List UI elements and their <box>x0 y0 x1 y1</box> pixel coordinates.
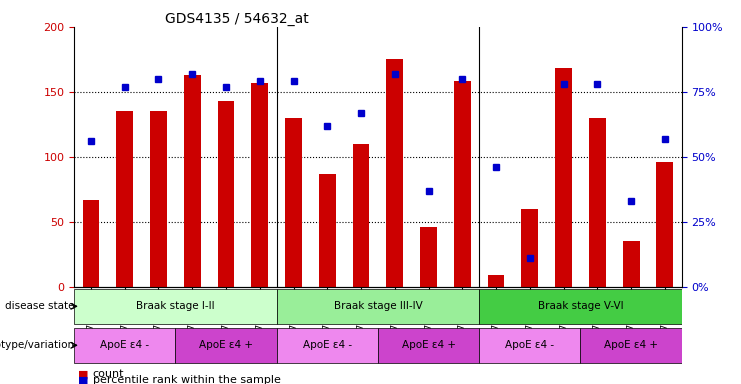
Text: Braak stage I-II: Braak stage I-II <box>136 301 215 311</box>
Bar <box>285 118 302 287</box>
Bar <box>386 60 403 287</box>
Bar <box>622 241 639 287</box>
Bar <box>184 75 201 287</box>
Bar <box>218 101 234 287</box>
Bar <box>589 118 606 287</box>
Text: ApoE ε4 -: ApoE ε4 - <box>100 340 149 350</box>
Bar <box>116 111 133 287</box>
Text: GDS4135 / 54632_at: GDS4135 / 54632_at <box>165 12 309 26</box>
Text: Braak stage V-VI: Braak stage V-VI <box>538 301 623 311</box>
Text: ApoE ε4 +: ApoE ε4 + <box>199 340 253 350</box>
FancyBboxPatch shape <box>276 289 479 324</box>
Text: ApoE ε4 -: ApoE ε4 - <box>303 340 352 350</box>
Bar <box>453 81 471 287</box>
FancyBboxPatch shape <box>276 328 378 363</box>
Text: disease state: disease state <box>4 301 74 311</box>
Bar <box>82 200 99 287</box>
Text: percentile rank within the sample: percentile rank within the sample <box>93 375 281 384</box>
Bar <box>420 227 437 287</box>
FancyBboxPatch shape <box>176 328 276 363</box>
Bar <box>657 162 674 287</box>
FancyBboxPatch shape <box>74 328 176 363</box>
Text: ■: ■ <box>78 369 88 379</box>
Text: ApoE ε4 +: ApoE ε4 + <box>402 340 456 350</box>
Text: Braak stage III-IV: Braak stage III-IV <box>333 301 422 311</box>
Bar <box>353 144 370 287</box>
Text: ■: ■ <box>78 375 88 384</box>
FancyBboxPatch shape <box>378 328 479 363</box>
FancyBboxPatch shape <box>74 289 276 324</box>
Text: genotype/variation: genotype/variation <box>0 340 74 350</box>
FancyBboxPatch shape <box>580 328 682 363</box>
FancyBboxPatch shape <box>479 289 682 324</box>
Bar <box>555 68 572 287</box>
Bar <box>488 275 505 287</box>
Bar <box>522 209 538 287</box>
FancyBboxPatch shape <box>479 328 580 363</box>
Bar <box>319 174 336 287</box>
Text: ApoE ε4 -: ApoE ε4 - <box>505 340 554 350</box>
Text: ApoE ε4 +: ApoE ε4 + <box>604 340 658 350</box>
Bar <box>251 83 268 287</box>
Text: count: count <box>93 369 124 379</box>
Bar <box>150 111 167 287</box>
